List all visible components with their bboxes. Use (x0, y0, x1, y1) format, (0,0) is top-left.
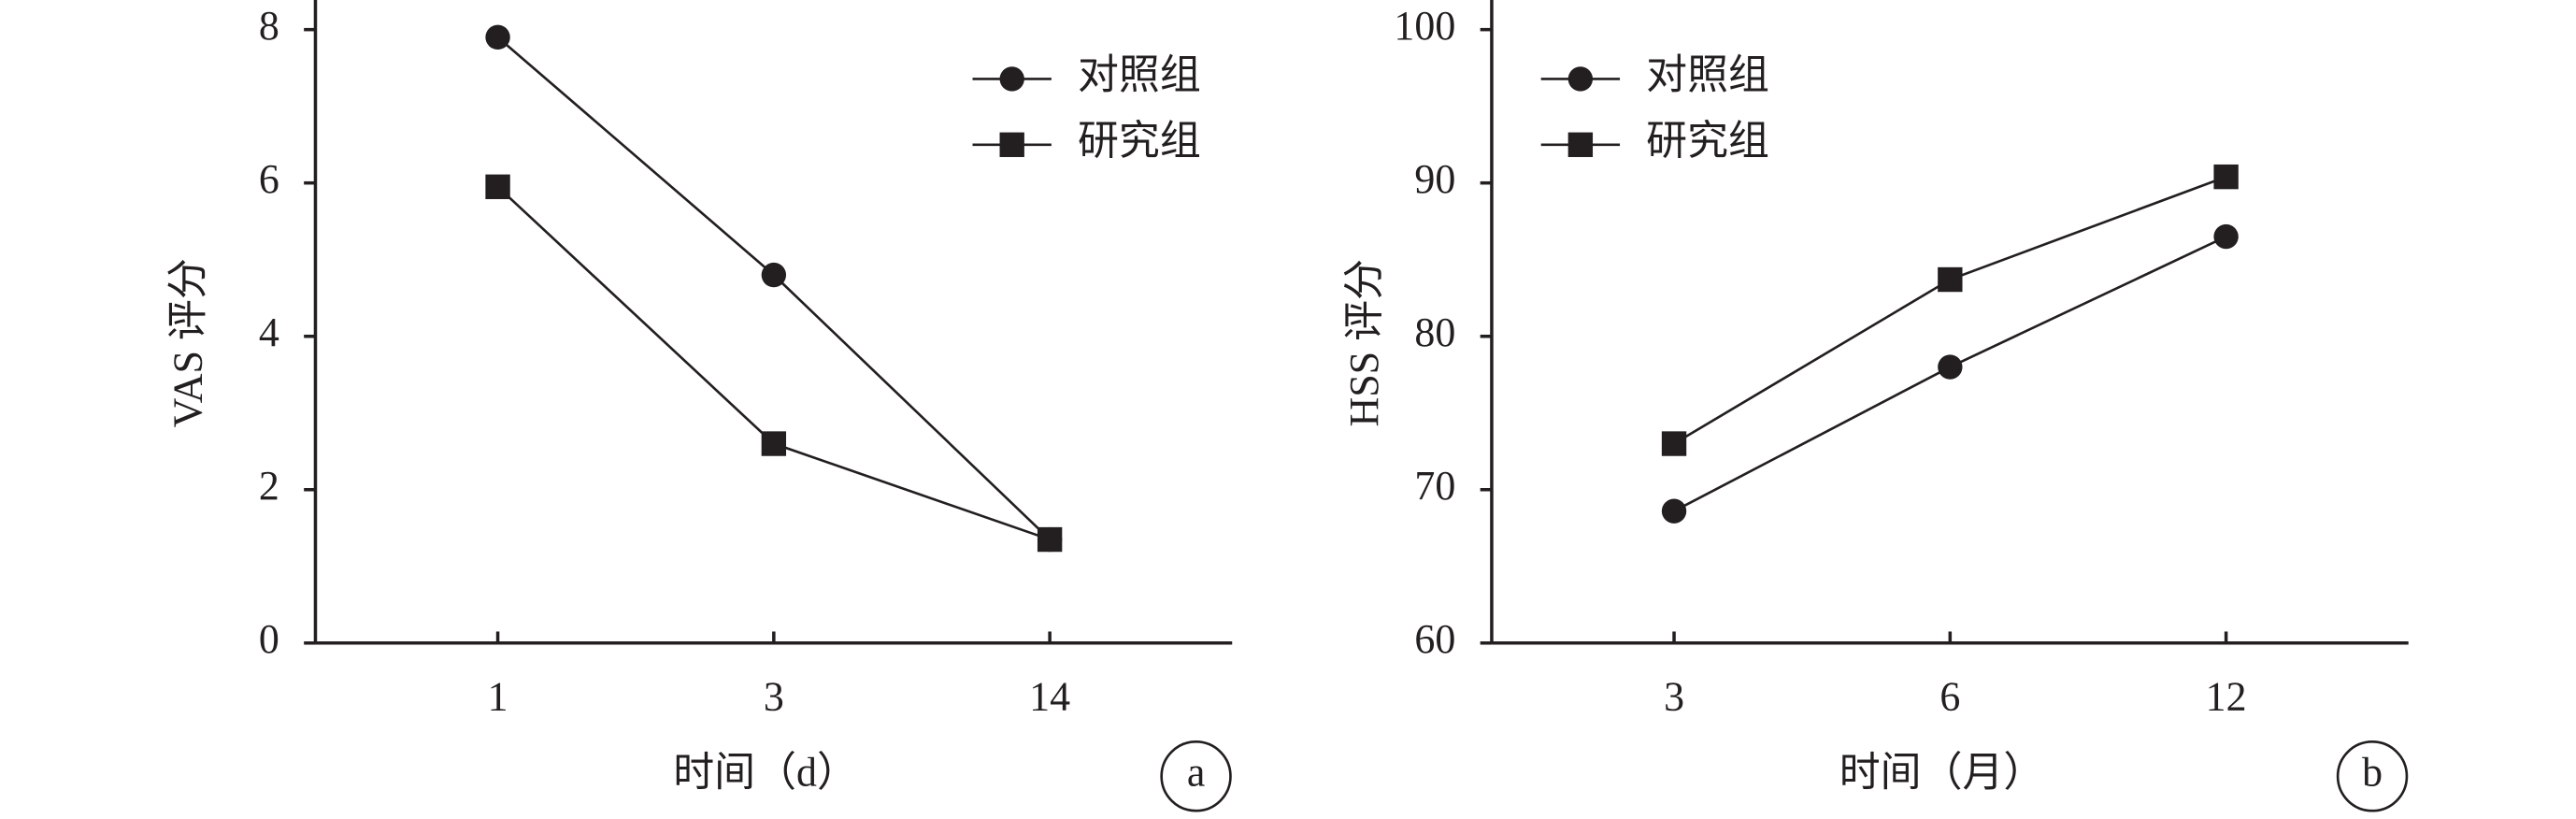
legend-label: 研究组 (1078, 118, 1201, 164)
x-tick-label: 1 (488, 673, 508, 719)
y-tick-label: 6 (259, 156, 279, 202)
marker (1661, 498, 1687, 524)
series-line (496, 36, 1052, 541)
y-tick-label: 90 (1414, 156, 1455, 202)
y-tick-label: 70 (1414, 463, 1455, 509)
y-tick-label: 8 (259, 3, 279, 49)
x-tick-label: 14 (1029, 673, 1070, 719)
y-axis-label: VAS 评分 (165, 258, 211, 427)
panel-label: a (1187, 749, 1206, 795)
series-line (496, 185, 1051, 541)
marker (485, 24, 510, 50)
x-tick-label: 3 (1664, 673, 1684, 719)
legend-marker (999, 132, 1024, 157)
marker (1938, 354, 1963, 380)
marker (761, 262, 787, 288)
marker (1037, 526, 1063, 553)
marker (1938, 266, 1963, 293)
series-line (1673, 175, 2227, 445)
x-axis-label: 时间（月） (1839, 749, 2045, 795)
x-tick-label: 6 (1939, 673, 1960, 719)
marker (485, 174, 510, 199)
legend-label: 对照组 (1646, 52, 1769, 98)
x-tick-label: 12 (2206, 673, 2247, 719)
panel-label-circle (1160, 740, 1232, 812)
legend-marker (999, 66, 1024, 92)
y-tick-label: 4 (259, 309, 279, 355)
marker (1661, 431, 1687, 456)
legend-label: 研究组 (1646, 118, 1769, 164)
legend-label: 对照组 (1078, 52, 1201, 98)
panel-label: b (2362, 749, 2383, 795)
legend-marker (1567, 132, 1594, 157)
y-tick-label: 60 (1414, 616, 1455, 662)
y-tick-label: 100 (1394, 3, 1455, 49)
x-axis-label: 时间（d） (673, 749, 858, 795)
marker (2213, 164, 2239, 190)
y-tick-label: 2 (259, 463, 279, 509)
marker (2213, 223, 2239, 250)
x-tick-label: 3 (764, 673, 784, 719)
panel-label-circle (2336, 740, 2409, 812)
y-tick-label: 80 (1414, 309, 1455, 355)
y-axis-label: HSS 评分 (1341, 259, 1387, 427)
legend-marker (1567, 66, 1594, 92)
y-tick-label: 0 (259, 616, 279, 662)
marker (761, 431, 787, 456)
